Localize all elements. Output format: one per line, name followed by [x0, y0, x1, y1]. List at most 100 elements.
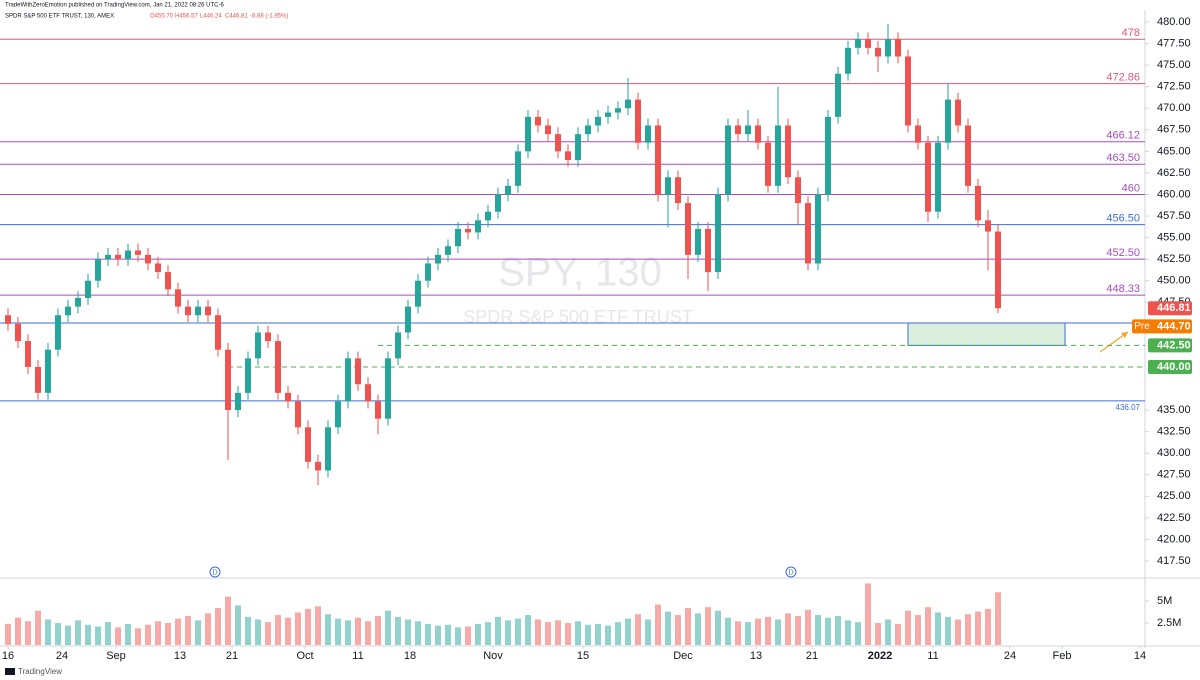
candle-body	[965, 125, 971, 186]
candle-body	[365, 384, 371, 402]
level-label: 452.50	[1106, 247, 1140, 259]
candle-body	[25, 341, 31, 367]
candle-body	[355, 358, 361, 385]
candle-body	[215, 315, 221, 350]
candle-body	[585, 125, 591, 135]
candle-body	[495, 194, 501, 212]
x-tick-label: 13	[174, 650, 186, 662]
y-tick-label: 460.00	[1157, 188, 1191, 200]
volume-bar	[785, 613, 791, 645]
candle-body	[575, 134, 581, 160]
candle-body	[305, 427, 311, 462]
volume-bar	[485, 622, 491, 645]
volume-bar	[455, 627, 461, 645]
candle-body	[75, 297, 81, 307]
candle-body	[245, 358, 251, 393]
y-tick-label: 472.50	[1157, 81, 1191, 93]
candle-body	[465, 228, 471, 233]
event-marker	[209, 566, 221, 578]
volume-bar	[505, 620, 511, 645]
x-tick-label: Oct	[296, 650, 313, 662]
y-tick-label: 457.50	[1157, 210, 1191, 222]
candle-body	[225, 349, 231, 411]
volume-bar	[425, 623, 431, 645]
volume-bar	[5, 623, 11, 645]
level-label: 472.86	[1106, 71, 1140, 83]
volume-bar	[945, 616, 951, 645]
volume-bar	[775, 619, 781, 645]
volume-bar	[225, 596, 231, 645]
price-tag-label: 446.81	[1157, 302, 1191, 314]
volume-bar	[875, 623, 881, 645]
price-tag-prefix: Pre	[1134, 321, 1150, 332]
candle-body	[795, 177, 801, 204]
arrow-head	[1121, 332, 1128, 338]
volume-bar	[155, 621, 161, 645]
y-tick-label: 475.00	[1157, 59, 1191, 71]
x-tick-label: Sep	[106, 650, 126, 662]
candle-body	[595, 116, 601, 126]
y-tick-label: 450.00	[1157, 275, 1191, 287]
candle-body	[785, 125, 791, 178]
ohlc-value: O455.70	[150, 14, 174, 20]
candle-body	[805, 203, 811, 264]
volume-bar	[435, 625, 441, 645]
y-tick-label: 470.00	[1157, 102, 1191, 114]
candle-body	[265, 332, 271, 342]
volume-bar	[895, 623, 901, 645]
level-label: 478	[1122, 27, 1140, 39]
candle-body	[475, 220, 481, 233]
ohlc-value: -8.88 (-1.95%)	[250, 14, 288, 20]
x-tick-label: 2022	[868, 650, 892, 662]
y-tick-label: 422.50	[1157, 512, 1191, 524]
publisher: TradeWithZeroEmotion published on Tradin…	[5, 3, 224, 9]
volume-bar	[615, 622, 621, 645]
volume-bar	[665, 611, 671, 645]
candle-body	[635, 99, 641, 143]
volume-bar	[215, 608, 221, 645]
candle-body	[155, 263, 161, 273]
volume-bar	[725, 617, 731, 645]
volume-bar	[905, 610, 911, 645]
candle-body	[335, 401, 341, 428]
candle-body	[555, 134, 561, 152]
x-tick-label: 21	[806, 650, 818, 662]
volume-bar	[15, 617, 21, 645]
candle-body	[85, 280, 91, 298]
candle-body	[325, 427, 331, 471]
candle-body	[5, 315, 11, 324]
volume-bar	[815, 615, 821, 645]
volume-bar	[405, 619, 411, 645]
candle-body	[905, 56, 911, 126]
volume-bar	[235, 605, 241, 645]
footer-logo	[5, 668, 15, 675]
volume-bar	[305, 608, 311, 645]
volume-bar	[245, 616, 251, 645]
volume-bar	[105, 622, 111, 645]
volume-bar	[645, 619, 651, 645]
zone	[907, 322, 1066, 346]
volume-bar	[705, 607, 711, 645]
volume-bar	[385, 610, 391, 645]
candle-body	[565, 151, 571, 160]
watermark-name: SPDR S&P 500 ETF TRUST	[463, 307, 692, 327]
candle-body	[415, 280, 421, 307]
x-tick-label: 24	[56, 650, 68, 662]
volume-bar	[965, 614, 971, 645]
y-tick-label: 467.50	[1157, 124, 1191, 136]
volume-bar	[545, 622, 551, 645]
candle-body	[745, 125, 751, 135]
watermark-ticker: SPY, 130	[498, 251, 662, 295]
x-tick-label: 16	[2, 650, 14, 662]
volume-bar	[995, 592, 1001, 645]
y-tick-label: 435.00	[1157, 404, 1191, 416]
volume-bar	[465, 626, 471, 645]
event-label: D	[212, 569, 217, 576]
volume-bar	[325, 614, 331, 645]
candle-body	[655, 125, 661, 195]
volume-bar	[675, 615, 681, 645]
volume-bar	[765, 616, 771, 645]
ohlc-value: H456.57	[175, 14, 198, 20]
y-tick-label: 477.50	[1157, 37, 1191, 49]
